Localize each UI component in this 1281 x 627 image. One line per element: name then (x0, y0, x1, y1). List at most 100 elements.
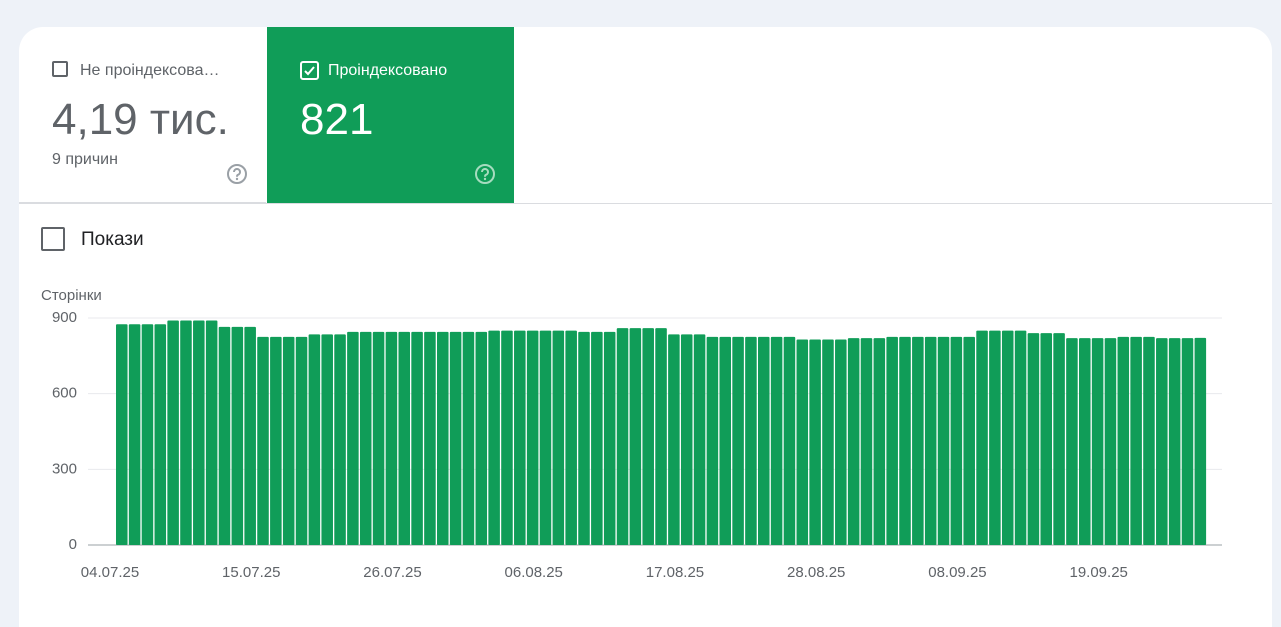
tab-label: Проіндексовано (328, 62, 448, 79)
bar (809, 339, 821, 545)
bar (989, 330, 1001, 545)
bar (154, 324, 167, 545)
bar (334, 334, 346, 545)
bar (1181, 338, 1194, 545)
bar (1053, 333, 1065, 545)
help-icon[interactable] (474, 163, 496, 185)
bar (976, 330, 988, 545)
bar (950, 336, 963, 545)
checkbox[interactable] (52, 61, 68, 77)
bar (449, 331, 462, 545)
bar (526, 330, 539, 545)
bar (514, 330, 526, 545)
bar (693, 334, 706, 545)
bar (616, 328, 629, 545)
bar (886, 336, 898, 545)
bar (847, 338, 860, 545)
bar (591, 331, 603, 545)
x-tick-label: 06.08.25 (505, 564, 563, 581)
bar (462, 331, 475, 545)
bar (359, 331, 372, 545)
bar (655, 328, 667, 545)
bar (552, 330, 565, 545)
bar (668, 334, 680, 545)
bar (347, 331, 359, 545)
bar (372, 331, 385, 545)
help-icon[interactable] (226, 163, 248, 185)
bar (308, 334, 321, 545)
bar (282, 336, 295, 545)
y-tick-label: 300 (52, 460, 77, 477)
bar (424, 331, 436, 545)
bar (488, 330, 500, 545)
bar (1091, 338, 1104, 545)
bar (899, 336, 911, 545)
bar (578, 331, 590, 545)
chart: Сторінки 0 300 600 900 04.07.25 15.07.25 26.07… (41, 287, 1222, 581)
bar (116, 324, 128, 545)
bar (218, 326, 231, 545)
bar (1194, 337, 1207, 545)
bar (860, 338, 873, 545)
bar (1156, 338, 1168, 545)
bar (205, 320, 218, 545)
bar (270, 336, 282, 545)
bar (321, 334, 333, 545)
bar (128, 324, 141, 545)
bar (873, 338, 886, 545)
bar (244, 326, 256, 545)
checkbox[interactable] (41, 227, 65, 251)
bar (1001, 330, 1014, 545)
bar (629, 328, 642, 545)
x-tick-label: 19.09.25 (1069, 564, 1127, 581)
tab-indexed[interactable]: Проіндексовано 821 (267, 27, 514, 203)
bar (1143, 336, 1155, 545)
checkbox-checked[interactable] (300, 61, 320, 81)
bar (385, 331, 398, 545)
bar (193, 320, 205, 545)
x-tick-label: 15.07.25 (222, 564, 280, 581)
bar (822, 339, 834, 545)
bar (398, 331, 411, 545)
bar (231, 326, 244, 545)
bar (180, 320, 192, 545)
bar (937, 336, 950, 545)
bar (565, 330, 577, 545)
bar (924, 336, 937, 545)
bar (680, 334, 693, 545)
bar (141, 324, 154, 545)
bar (411, 331, 423, 545)
tab-not-indexed[interactable]: Не проіндексова… 4,19 тис. 9 причин (19, 27, 266, 203)
y-tick-label: 900 (52, 309, 77, 326)
bar (437, 331, 449, 545)
bar (732, 336, 744, 545)
tab-label: Не проіндексова… (80, 62, 220, 79)
bar (642, 328, 654, 545)
bar (1014, 330, 1027, 545)
bar (295, 336, 308, 545)
bar (758, 336, 770, 545)
bar (770, 336, 783, 545)
bar (796, 339, 809, 545)
bar (1117, 336, 1130, 545)
bar (912, 336, 924, 545)
bar (1066, 338, 1078, 545)
toggle-label[interactable]: Покази (81, 229, 144, 250)
x-tick-label: 26.07.25 (363, 564, 421, 581)
y-tick-label: 600 (52, 385, 77, 402)
bar (1079, 338, 1091, 545)
bar (963, 336, 975, 545)
bar (706, 336, 719, 545)
bar (719, 336, 732, 545)
bar (835, 339, 847, 545)
bar (783, 336, 796, 545)
bar (1130, 336, 1142, 545)
x-tick-label: 08.09.25 (928, 564, 986, 581)
bar (603, 331, 616, 545)
bar (1104, 338, 1117, 545)
y-tick-label: 0 (69, 536, 77, 553)
bar (1040, 333, 1053, 545)
tab-value: 821 (300, 95, 374, 144)
bar (475, 331, 488, 545)
page: Не проіндексова… 4,19 тис. 9 причин Проі… (19, 27, 1272, 627)
